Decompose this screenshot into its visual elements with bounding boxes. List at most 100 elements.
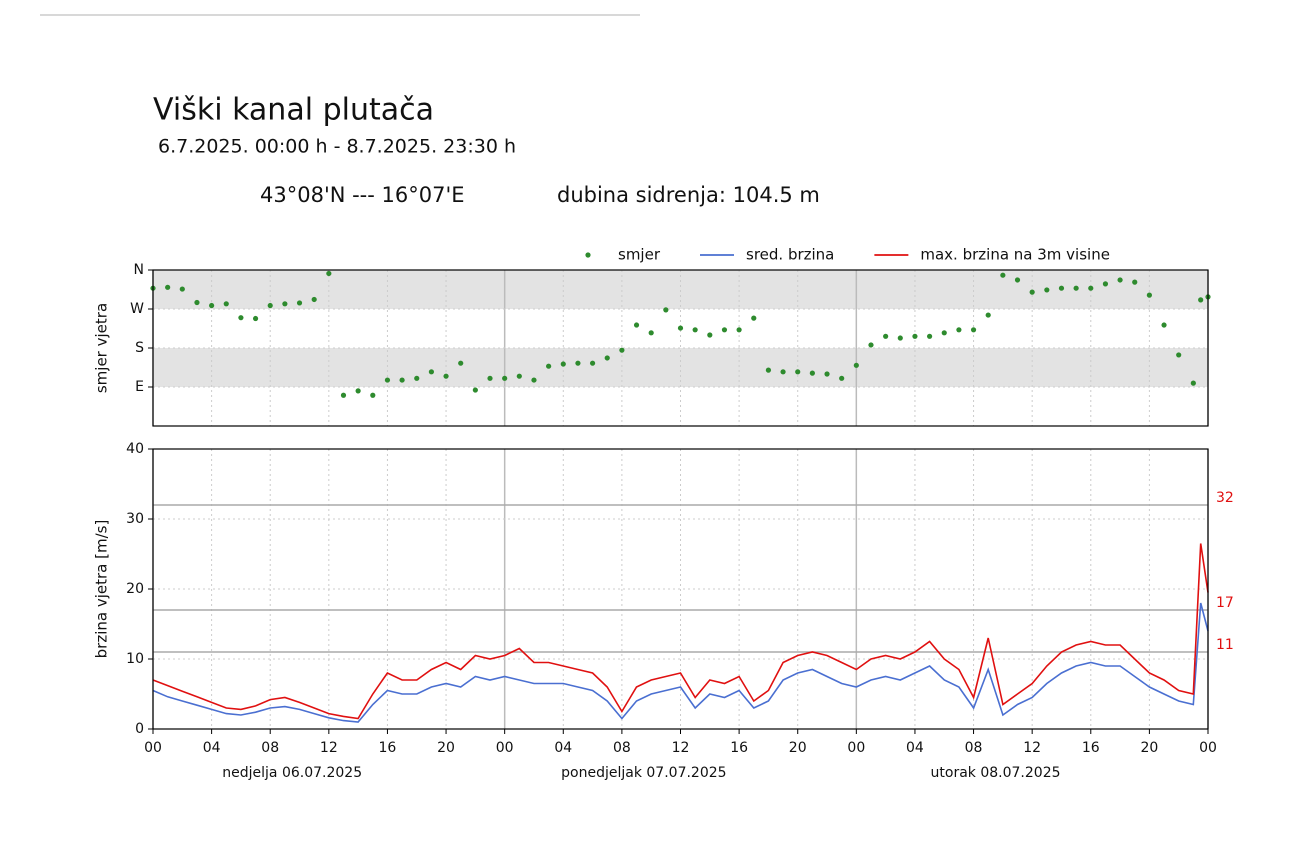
y-tick-label: E: [135, 379, 144, 395]
direction-point: [1176, 352, 1182, 358]
legend-label: smjer: [618, 246, 661, 264]
direction-point: [443, 373, 449, 379]
direction-point: [1190, 380, 1196, 386]
direction-point: [985, 312, 991, 318]
direction-point: [1073, 285, 1079, 291]
direction-point: [1058, 285, 1065, 291]
title: Viški kanal plutača: [153, 93, 434, 128]
x-tick-label: 00: [847, 740, 865, 756]
speed-line: [152, 602, 1209, 723]
direction-point: [282, 301, 288, 307]
direction-point: [604, 355, 610, 361]
direction-point: [926, 333, 933, 339]
direction-point: [252, 315, 259, 322]
plot-frame: [152, 269, 1209, 427]
x-tick-label: 16: [1082, 740, 1100, 756]
direction-point: [179, 286, 185, 292]
direction-point: [1044, 287, 1050, 293]
direction-point: [311, 296, 317, 303]
x-tick-label: 04: [906, 740, 924, 756]
x-tick-label: 08: [613, 740, 631, 756]
direction-point: [1146, 292, 1152, 298]
subtitle: 6.7.2025. 00:00 h - 8.7.2025. 23:30 h: [158, 136, 516, 158]
direction-point: [868, 342, 874, 348]
x-tick-label: 04: [554, 740, 572, 756]
direction-point: [970, 327, 977, 333]
direction-point: [414, 375, 420, 381]
direction-point: [502, 375, 508, 381]
direction-point: [1198, 297, 1204, 303]
direction-point: [223, 301, 229, 307]
x-tick-label: 12: [1023, 740, 1041, 756]
direction-point: [326, 270, 332, 277]
y-axis-label: brzina vjetra [m/s]: [93, 520, 111, 659]
direction-point: [355, 388, 361, 394]
direction-point: [194, 299, 200, 306]
x-tick-label: 16: [730, 740, 748, 756]
x-tick-label: 08: [965, 740, 983, 756]
direction-point: [692, 327, 698, 333]
direction-point: [1102, 281, 1109, 287]
direction-point: [1000, 272, 1006, 278]
direction-point: [1161, 322, 1167, 328]
y-tick-label: 30: [126, 511, 144, 527]
y-tick-label: 10: [126, 651, 144, 667]
y-tick-label: N: [134, 262, 144, 278]
x-tick-label: 16: [379, 740, 397, 756]
direction-point: [516, 373, 522, 379]
direction-point: [296, 300, 303, 306]
day-label: nedjelja 06.07.2025: [222, 765, 362, 781]
direction-point: [751, 315, 757, 321]
direction-point: [1132, 279, 1138, 285]
direction-point: [165, 284, 171, 290]
direction-point: [546, 363, 552, 369]
direction-point: [531, 377, 537, 383]
direction-point: [795, 369, 801, 375]
direction-point: [560, 361, 566, 367]
legend-label: max. brzina na 3m visine: [920, 246, 1110, 264]
direction-point: [575, 360, 581, 366]
x-tick-label: 04: [203, 740, 221, 756]
x-tick-label: 08: [261, 740, 279, 756]
y-axis-label: smjer vjetra: [93, 303, 111, 393]
direction-point: [839, 375, 845, 381]
x-tick-label: 00: [496, 740, 514, 756]
depth: dubina sidrenja: 104.5 m: [557, 183, 820, 207]
day-label: ponedjeljak 07.07.2025: [561, 765, 726, 781]
day-label: utorak 08.07.2025: [931, 765, 1061, 781]
y-tick-label: S: [135, 340, 144, 356]
direction-point: [912, 333, 918, 339]
direction-point: [897, 335, 903, 341]
direction-point: [780, 369, 786, 375]
direction-point: [472, 387, 478, 393]
direction-point: [1088, 285, 1094, 291]
direction-point: [384, 377, 391, 383]
direction-point: [267, 302, 273, 309]
direction-point: [941, 330, 947, 336]
x-tick-label: 20: [789, 740, 807, 756]
threshold-label: 32: [1216, 490, 1234, 506]
direction-point: [370, 392, 376, 398]
direction-point: [589, 360, 596, 366]
direction-point: [209, 302, 215, 309]
direction-point: [487, 375, 493, 381]
direction-point: [619, 347, 625, 353]
y-tick-label: W: [130, 301, 144, 317]
speed-line: [152, 543, 1209, 720]
direction-point: [663, 307, 669, 313]
direction-point: [765, 367, 772, 373]
direction-point: [340, 392, 347, 398]
y-tick-label: 40: [126, 441, 144, 457]
direction-point: [238, 315, 244, 321]
direction-point: [824, 371, 830, 377]
x-tick-label: 00: [144, 740, 162, 756]
direction-point: [721, 327, 728, 333]
direction-point: [1117, 277, 1123, 283]
direction-point: [633, 322, 640, 328]
direction-point: [1014, 277, 1021, 283]
direction-point: [1029, 289, 1035, 295]
direction-point: [853, 362, 859, 368]
x-tick-label: 12: [672, 740, 690, 756]
direction-point: [677, 325, 684, 331]
